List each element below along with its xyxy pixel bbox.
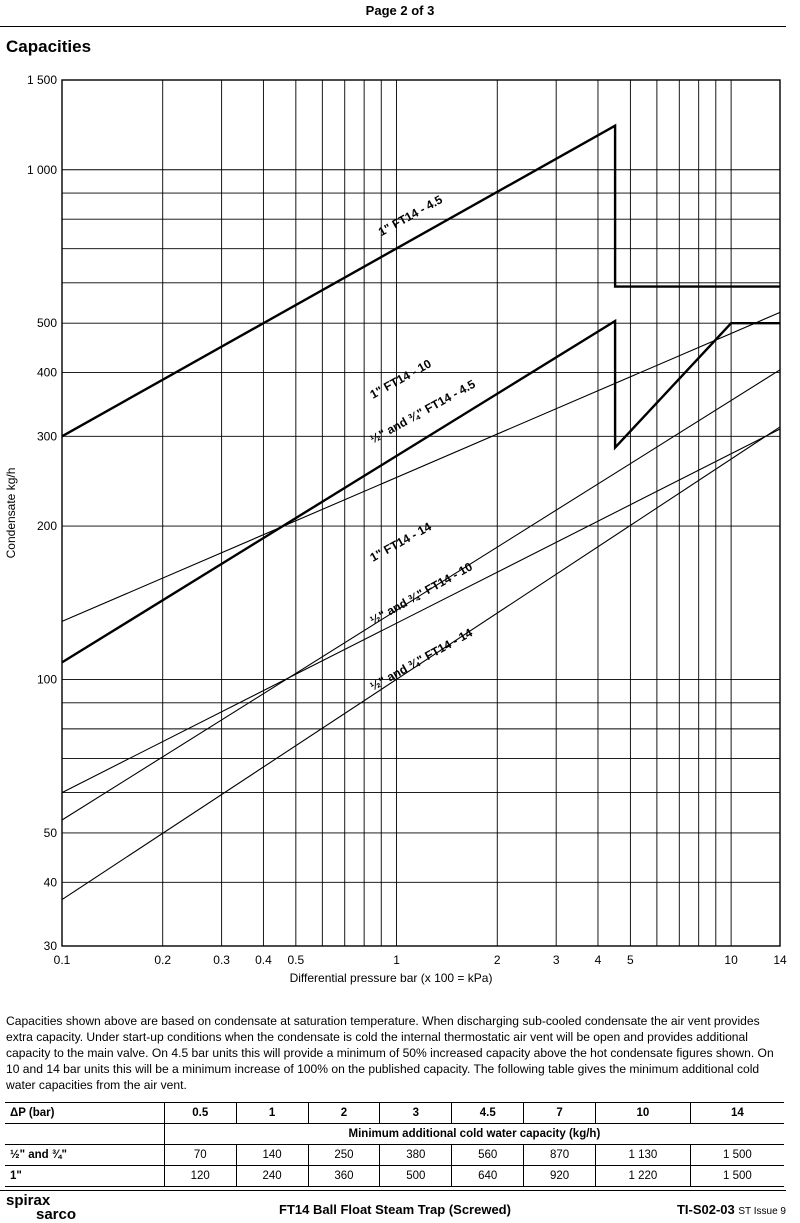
spirax-sarco-logo: spirax sarco bbox=[6, 1192, 77, 1223]
y-tick-label: 200 bbox=[37, 519, 57, 533]
capacity-description: Capacities shown above are based on cond… bbox=[6, 1014, 774, 1092]
y-tick-label: 1 500 bbox=[27, 73, 57, 87]
logo-line-1: spirax bbox=[6, 1192, 51, 1209]
table-cell: 870 bbox=[523, 1144, 597, 1166]
table-cell: 500 bbox=[379, 1165, 453, 1187]
series-label: 1" FT14 - 10 bbox=[368, 356, 434, 401]
chart-series bbox=[61, 123, 781, 901]
table-cell: 120 bbox=[163, 1165, 237, 1187]
series-line bbox=[61, 426, 781, 901]
table-cell: 1 220 bbox=[595, 1165, 691, 1187]
plot-frame bbox=[61, 79, 781, 947]
y-tick-label: 1 000 bbox=[27, 163, 57, 177]
x-tick-label: 0.4 bbox=[255, 953, 272, 967]
table-header-cell: 4.5 bbox=[451, 1102, 525, 1124]
table-cell: 1 500 bbox=[689, 1144, 784, 1166]
y-tick-label: 500 bbox=[37, 316, 57, 330]
table-header-row: ΔP (bar) 0.5 1 2 3 4.5 7 10 14 bbox=[5, 1102, 784, 1124]
table-cell: 560 bbox=[451, 1144, 525, 1166]
table-cell: 640 bbox=[451, 1165, 525, 1187]
table-header-cell: 0.5 bbox=[163, 1102, 237, 1124]
chart-axes: 0.1 0.2 0.3 0.4 0.5 1 2 3 4 5 10 14 30 40 50 100 200 300 4… bbox=[4, 73, 787, 985]
x-tick-label: 1 bbox=[393, 953, 400, 967]
table-cell: 1 130 bbox=[595, 1144, 691, 1166]
capacity-chart: 1" FT14 - 4.5 1" FT14 - 10 ½" and ¾" FT14 … bbox=[4, 73, 787, 985]
table-subheader-row: Minimum additional cold water capacity (… bbox=[5, 1123, 784, 1145]
logo-line-2: sarco bbox=[36, 1206, 77, 1223]
table-cell: 920 bbox=[523, 1165, 597, 1187]
section-title: Capacities bbox=[6, 37, 92, 56]
table-cell: 1 500 bbox=[689, 1165, 784, 1187]
document-reference: TI-S02-03 ST Issue 9 bbox=[677, 1202, 786, 1217]
table-cell: 140 bbox=[235, 1144, 309, 1166]
series-line bbox=[61, 428, 781, 794]
table-header-cell: 14 bbox=[689, 1102, 784, 1124]
table-cell: 70 bbox=[163, 1144, 237, 1166]
page-label: Page 2 of 3 bbox=[365, 3, 435, 18]
chart-labels: 1" FT14 - 4.5 1" FT14 - 10 ½" and ¾" FT14 … bbox=[368, 192, 478, 693]
series-line bbox=[61, 369, 781, 821]
y-tick-label: 100 bbox=[37, 672, 57, 686]
y-tick-label: 30 bbox=[44, 939, 58, 953]
issue-label: ST Issue 9 bbox=[738, 1206, 786, 1217]
x-tick-label: 2 bbox=[494, 953, 501, 967]
y-tick-label: 50 bbox=[44, 826, 58, 840]
top-divider bbox=[0, 26, 786, 27]
table-header-cell: 3 bbox=[379, 1102, 453, 1124]
table-row-label: 1" bbox=[5, 1165, 165, 1187]
footer-title: FT14 Ball Float Steam Trap (Screwed) bbox=[279, 1202, 511, 1217]
series-line bbox=[61, 318, 780, 664]
x-tick-label: 0.5 bbox=[288, 953, 305, 967]
table-row-label: ½" and ¾" bbox=[5, 1144, 165, 1166]
document-number: TI-S02-03 bbox=[676, 1202, 735, 1217]
table-header-cell: 10 bbox=[595, 1102, 691, 1124]
series-label: ½" and ¾" FT14 - 14 bbox=[368, 625, 475, 693]
y-tick-label: 300 bbox=[37, 429, 57, 443]
table-cell: 360 bbox=[307, 1165, 381, 1187]
x-axis-title: Differential pressure bar (x 100 = kPa) bbox=[290, 971, 493, 985]
table-header-cell: 2 bbox=[307, 1102, 381, 1124]
x-tick-label: 14 bbox=[773, 953, 787, 967]
x-tick-label: 3 bbox=[553, 953, 560, 967]
table-subheader: Minimum additional cold water capacity (… bbox=[163, 1123, 784, 1145]
table-header-cell: 1 bbox=[235, 1102, 309, 1124]
y-tick-label: 40 bbox=[44, 875, 58, 889]
table-cell: 240 bbox=[235, 1165, 309, 1187]
table-header-label: ΔP (bar) bbox=[5, 1102, 165, 1124]
series-line bbox=[61, 311, 781, 622]
cold-water-capacity-table: ΔP (bar) 0.5 1 2 3 4.5 7 10 14 Minimum a… bbox=[5, 1102, 784, 1187]
x-tick-label: 10 bbox=[724, 953, 738, 967]
table-cell: 250 bbox=[307, 1144, 381, 1166]
x-tick-label: 5 bbox=[627, 953, 634, 967]
y-axis-title: Condensate kg/h bbox=[4, 468, 18, 559]
table-row: 1" 120 240 360 500 640 920 1 220 1 500 bbox=[5, 1165, 784, 1187]
table-row: ½" and ¾" 70 140 250 380 560 870 1 130 1… bbox=[5, 1144, 784, 1166]
x-tick-label: 4 bbox=[595, 953, 602, 967]
series-label: 1" FT14 - 4.5 bbox=[376, 192, 445, 239]
table-cell: 380 bbox=[379, 1144, 453, 1166]
bottom-divider bbox=[0, 1190, 786, 1191]
series-label: ½" and ¾" FT14 - 10 bbox=[368, 559, 475, 627]
x-tick-label: 0.1 bbox=[54, 953, 71, 967]
table-subheader-blank bbox=[5, 1123, 165, 1145]
series-line bbox=[61, 123, 780, 438]
x-tick-label: 0.2 bbox=[154, 953, 171, 967]
table-header-cell: 7 bbox=[523, 1102, 597, 1124]
x-tick-label: 0.3 bbox=[213, 953, 230, 967]
y-tick-label: 400 bbox=[37, 366, 57, 380]
